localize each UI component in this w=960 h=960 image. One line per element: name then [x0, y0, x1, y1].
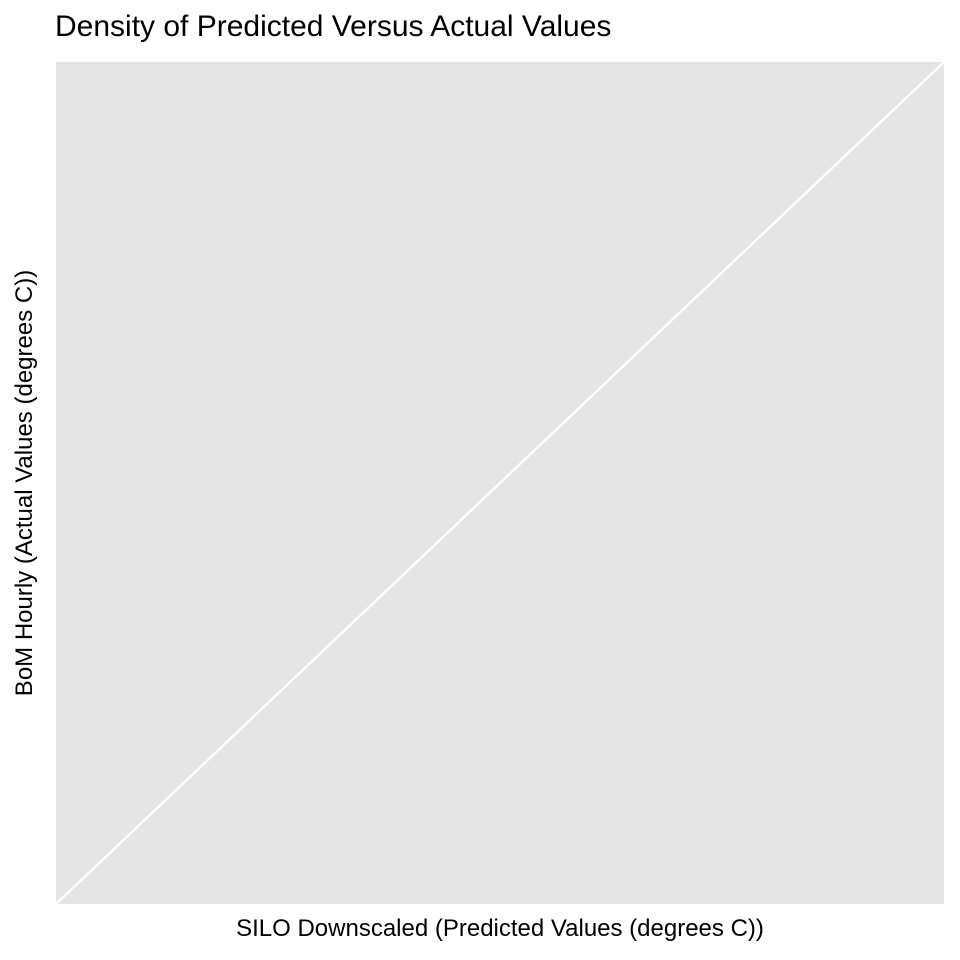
x-axis-label: SILO Downscaled (Predicted Values (degre… [236, 915, 764, 942]
identity-reference-line [55, 61, 945, 905]
chart-title: Density of Predicted Versus Actual Value… [55, 10, 612, 43]
y-axis-label-text: BoM Hourly (Actual Values (degrees C)) [11, 269, 38, 697]
